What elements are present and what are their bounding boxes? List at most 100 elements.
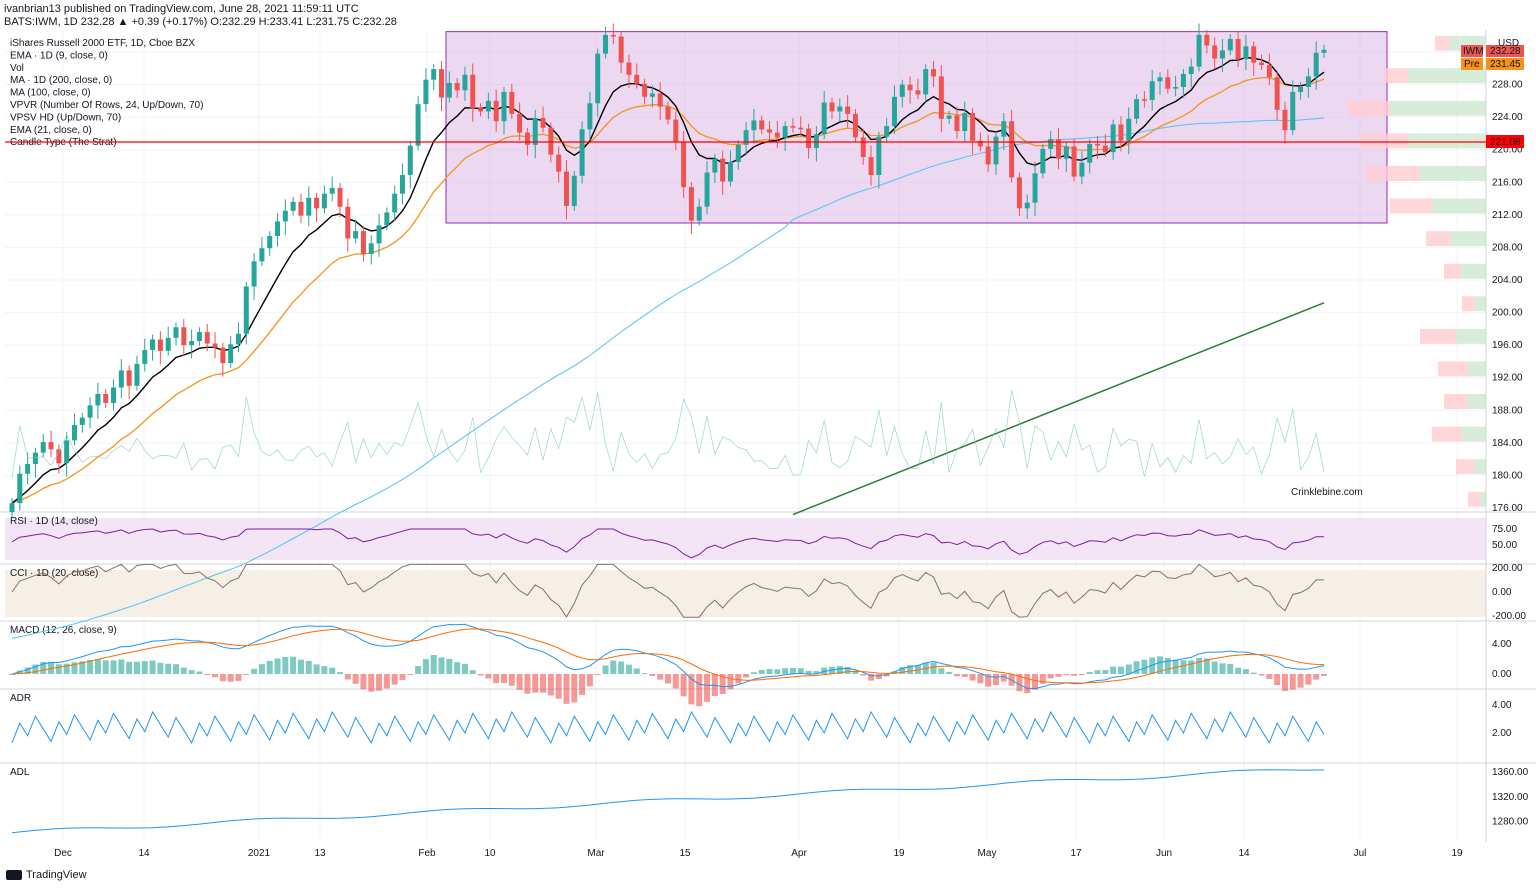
pre-price-badge-bg	[1486, 58, 1524, 70]
macd-histogram-bar	[743, 674, 750, 678]
macd-histogram-bar	[469, 670, 476, 674]
vp-bar-up	[1462, 263, 1486, 279]
macd-histogram-bar	[883, 674, 890, 677]
candle-body	[64, 440, 70, 464]
candle-body	[868, 157, 874, 175]
macd-histogram-bar	[477, 674, 484, 676]
candle-body	[727, 161, 733, 182]
candle-body	[376, 225, 382, 244]
macd-histogram-bar	[399, 674, 406, 681]
x-tick-label: Jun	[1156, 848, 1172, 859]
macd-histogram-bar	[1250, 672, 1257, 674]
macd-histogram-bar	[243, 674, 250, 675]
macd-histogram-bar	[930, 662, 937, 674]
macd-histogram-bar	[55, 664, 62, 674]
macd-histogram-bar	[844, 666, 851, 674]
candle-body	[1188, 66, 1194, 74]
candle-body	[251, 261, 257, 287]
candle-body	[360, 231, 366, 254]
candle-body	[173, 327, 179, 338]
macd-histogram-bar	[532, 674, 539, 693]
symbol-badge: IWM	[1463, 46, 1484, 57]
symbol-line: BATS:IWM, 1D 232.28 ▲ +0.39 (+0.17%) O:2…	[4, 16, 397, 28]
candle-body	[1048, 139, 1054, 149]
macd-histogram-bar	[501, 674, 507, 683]
candle-body	[1321, 49, 1327, 53]
rsi-tick-label: 75.00	[1492, 524, 1517, 535]
candle-body	[759, 120, 765, 130]
candle-body	[579, 129, 585, 176]
macd-histogram-bar	[1016, 674, 1023, 692]
macd-histogram-bar	[9, 674, 15, 675]
candle-body	[899, 84, 905, 97]
price-tick-label: 224.00	[1492, 112, 1523, 123]
x-tick-label: Apr	[791, 848, 807, 859]
trading-range-box	[445, 31, 1388, 224]
macd-histogram-bar	[602, 665, 609, 674]
footer-label: TradingView	[26, 869, 87, 881]
macd-histogram-bar	[1321, 674, 1327, 676]
macd-histogram-bar	[805, 670, 812, 674]
candle-body	[1219, 50, 1225, 59]
macd-histogram-bar	[430, 655, 437, 674]
indicator-legend-item: EMA (21, close, 0)	[10, 125, 92, 136]
macd-histogram-bar	[204, 674, 211, 675]
macd-histogram-bar	[1047, 674, 1054, 679]
candle-body	[243, 286, 249, 334]
macd-histogram-bar	[1235, 667, 1242, 674]
candle-body	[642, 83, 648, 97]
vp-bar-up	[1420, 166, 1486, 181]
macd-histogram-bar	[852, 670, 859, 674]
candle-body	[1055, 139, 1061, 159]
candle-body	[876, 136, 882, 175]
x-tick-label: 14	[1238, 848, 1250, 859]
macd-histogram-bar	[993, 674, 999, 685]
macd-histogram-bar	[1227, 664, 1234, 674]
indicator-legend-item: Vol	[10, 63, 24, 74]
cci-line	[11, 563, 1324, 618]
cci-tick-label: -200.00	[1492, 611, 1526, 622]
macd-histogram-bar	[719, 674, 726, 694]
price-tick-label: 228.00	[1492, 80, 1523, 91]
macd-histogram-bar	[563, 674, 570, 704]
macd-histogram-bar	[516, 674, 523, 690]
candle-body	[1016, 177, 1022, 209]
vp-bar-up	[1450, 231, 1486, 247]
macd-histogram-bar	[750, 672, 757, 674]
macd-histogram-bar	[579, 674, 586, 695]
candle-body	[1024, 202, 1030, 209]
candle-body	[501, 91, 507, 122]
last-price-badge-bg	[1486, 45, 1524, 57]
macd-histogram-bar	[1149, 657, 1156, 674]
macd-histogram-bar	[1242, 669, 1249, 674]
macd-histogram-bar	[305, 660, 312, 674]
vp-bar-down	[1462, 296, 1474, 312]
macd-histogram-bar	[969, 674, 976, 681]
macd-histogram-bar	[797, 668, 804, 674]
macd-histogram-bar	[485, 674, 492, 679]
macd-histogram-bar	[657, 674, 664, 680]
macd-histogram-bar	[665, 674, 671, 684]
macd-histogram-bar	[610, 660, 617, 674]
macd-histogram-bar	[102, 660, 109, 674]
candle-body	[1102, 145, 1108, 153]
candle-body	[1134, 99, 1140, 119]
candle-body	[220, 347, 226, 364]
macd-histogram-bar	[875, 674, 882, 680]
candle-body	[470, 74, 476, 109]
candle-body	[306, 197, 312, 216]
macd-histogram-bar	[586, 674, 593, 687]
macd-histogram-bar	[696, 674, 703, 707]
macd-histogram-bar	[454, 662, 461, 674]
volume-profile	[1348, 35, 1486, 507]
macd-histogram-bar	[321, 666, 328, 674]
adl-tick-label: 1320.00	[1492, 792, 1529, 803]
candle-body	[196, 332, 202, 342]
price-tick-label: 200.00	[1492, 308, 1523, 319]
candle-body	[329, 187, 335, 194]
candle-body	[829, 102, 835, 112]
last-price-badge: 232.28	[1490, 46, 1521, 57]
candle-body	[290, 201, 296, 211]
macd-histogram-bar	[383, 674, 390, 689]
